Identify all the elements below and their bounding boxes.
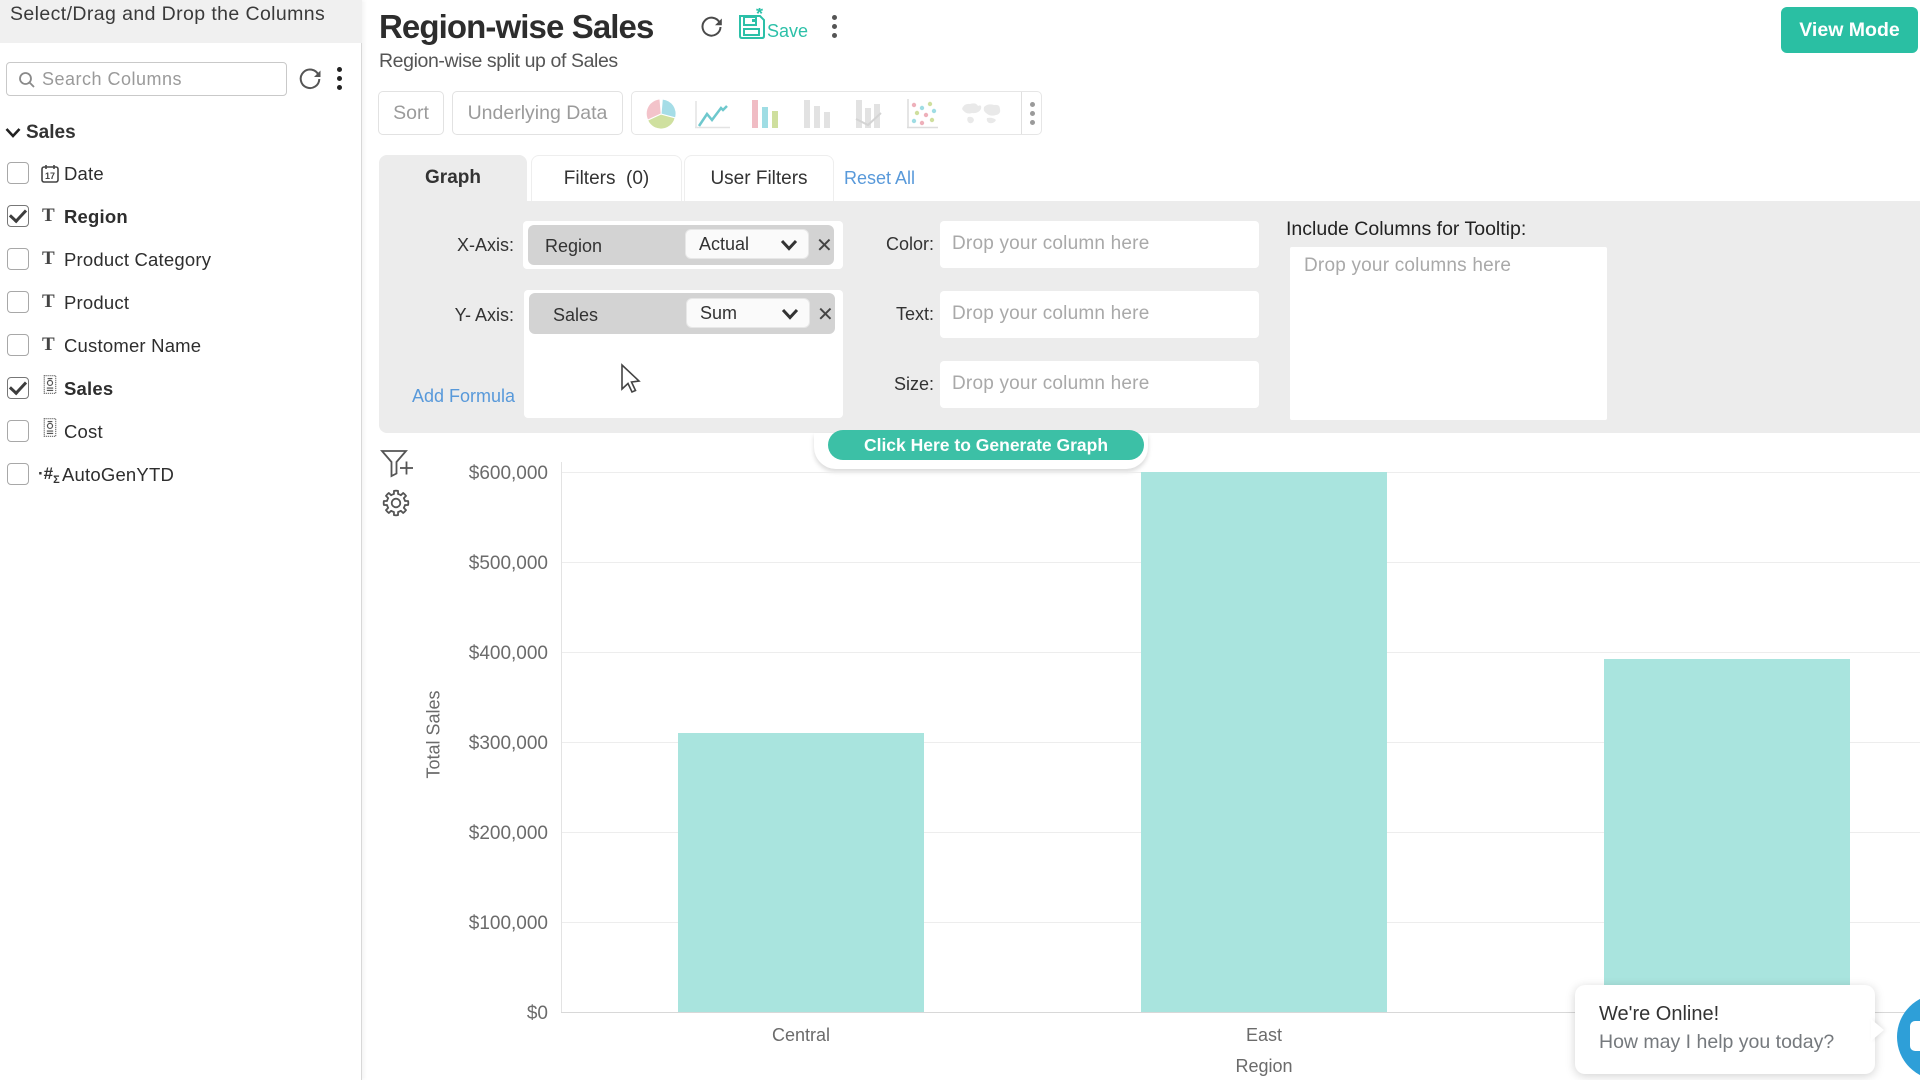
svg-text:17: 17 — [45, 171, 55, 181]
svg-text:*: * — [756, 8, 763, 24]
